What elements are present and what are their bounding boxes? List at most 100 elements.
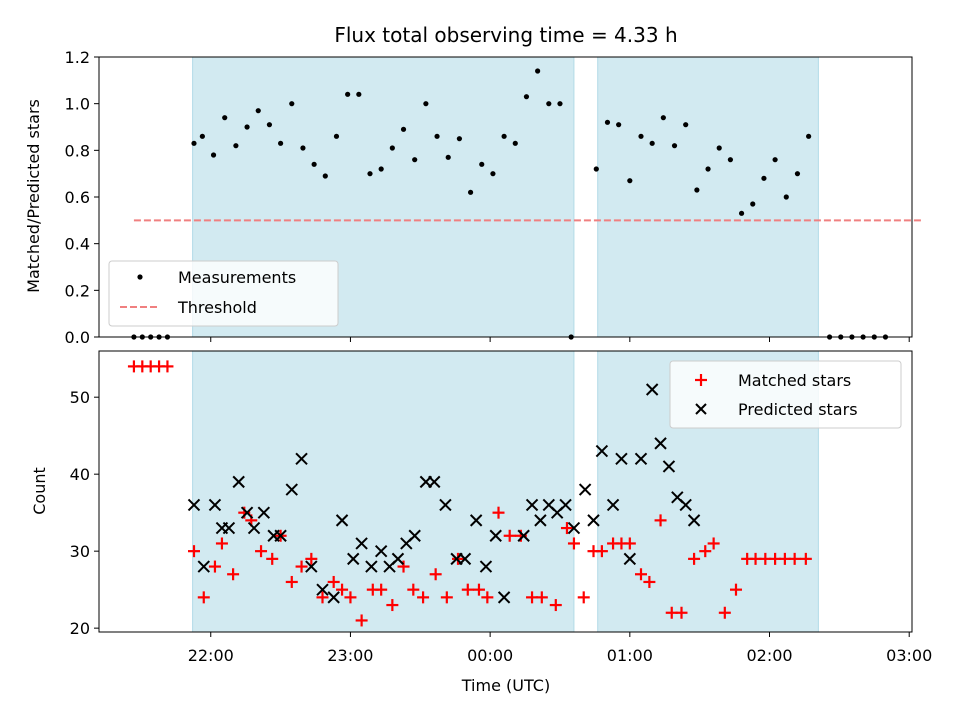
measurement-point [289,101,295,107]
x-stroke-b [645,383,659,396]
x-stroke-b [489,529,502,542]
matched-star-point [375,583,388,596]
bottom-y-tick-label: 50 [70,388,90,407]
predicted-star-point [489,529,502,542]
bottom-axes-frame [98,350,913,633]
x-tick-label: 22:00 [188,646,234,665]
predicted-star-point [479,560,493,573]
measurement-point [467,189,474,195]
predicted-star-point [274,529,287,542]
measurement-point [604,119,611,125]
x-stroke-b [439,498,452,512]
chart-title: Flux total observing time = 4.33 h [334,23,677,47]
x-stroke-b [295,452,308,465]
predicted-star-point [391,552,405,566]
x-stroke-b [654,437,667,450]
measurement-point [705,166,711,172]
matched-star-point [336,583,349,596]
measurement-point [671,143,678,149]
measurement-point [694,187,700,193]
matched-star-point [285,575,298,588]
x-tick-label: 01:00 [607,646,653,665]
measurement-point [445,154,451,160]
x-stroke-b [408,529,421,542]
matched-star-point [688,552,701,565]
predicted-star-point [335,514,349,527]
measurement-point [412,157,418,163]
x-stroke-b [679,498,692,512]
x-stroke-b [187,498,201,512]
measurement-point [199,133,205,139]
measurement-point [345,91,351,97]
x-stroke-b [542,498,556,512]
x-stroke-b [197,560,210,573]
predicted-star-point [327,591,340,604]
matched-star-point [788,552,801,565]
measurement-point [616,122,622,128]
measurement-point [727,157,734,163]
top-y-tick-label: 0.4 [65,235,90,254]
matched-star-point [595,545,608,558]
bottom-legend-box [669,360,902,429]
x-stroke-b [497,591,511,604]
measurement-point [479,161,485,167]
top-panel: 0.0 0.2 0.4 0.6 0.8 1.0 1.2 Matched/Predicted … [24,48,924,347]
matched-star-point [327,575,340,588]
measurement-point [535,68,541,74]
matched-star-point [799,552,812,565]
measurement-point [311,161,317,167]
predicted-star-point [469,514,483,527]
x-stroke-b [208,498,222,512]
top-y-tick-label: 1.0 [65,95,90,114]
measurement-point [389,145,395,151]
matched-star-point [707,537,720,550]
matched-star-point [492,506,505,519]
matched-star-point [386,599,399,612]
predicted-star-point [587,514,600,527]
measurement-point [266,122,273,128]
predicted-star-point [439,498,452,512]
x-stroke-b [525,498,539,512]
measurement-point [794,171,801,177]
matched-star-point [417,591,430,604]
bottom-legend: Matched stars Predicted stars [669,360,902,429]
x-stroke-b [222,521,236,535]
predicted-star-point [240,506,254,519]
x-stroke-b [305,560,318,573]
measurement-point [333,133,340,139]
matched-star-point [407,583,420,596]
x-tick-label: 00:00 [467,646,513,665]
measurement-point [772,157,778,163]
measurement-point [750,201,756,207]
matched-star-point [227,568,240,581]
predicted-star-point [623,552,637,566]
x-stroke-b [671,491,684,504]
bottom-x-ticks: 22:00 23:00 00:00 01:00 02:00 03:00 [188,632,932,665]
top-x-ticks [210,337,910,342]
x-stroke-b [595,444,609,458]
measurement-point [191,140,197,146]
x-tick-label: 23:00 [327,646,373,665]
bottom-y-tick-label: 40 [70,465,90,484]
top-y-tick-label: 0.6 [65,188,90,207]
x-stroke-b [479,560,493,573]
legend-matched-label: Matched stars [738,371,851,390]
matched-star-point [344,591,357,604]
x-stroke-b [240,506,254,519]
legend-predicted-label: Predicted stars [738,400,858,419]
matched-star-point [397,560,410,573]
top-y-tick-label: 0.2 [65,281,90,300]
matched-star-point [161,360,174,373]
matched-star-point [635,568,647,581]
x-stroke-b [687,514,701,527]
predicted-star-point [559,498,572,512]
top-y-tick-label: 0.8 [65,141,90,160]
measurement-point [255,108,261,114]
predicted-star-point [187,498,201,512]
measurement-point [501,133,507,139]
legend-measurements-label: Measurements [178,268,296,287]
top-y-tick-label: 1.2 [65,48,90,67]
matched-star-point [699,545,712,558]
matched-star-point [187,545,200,558]
